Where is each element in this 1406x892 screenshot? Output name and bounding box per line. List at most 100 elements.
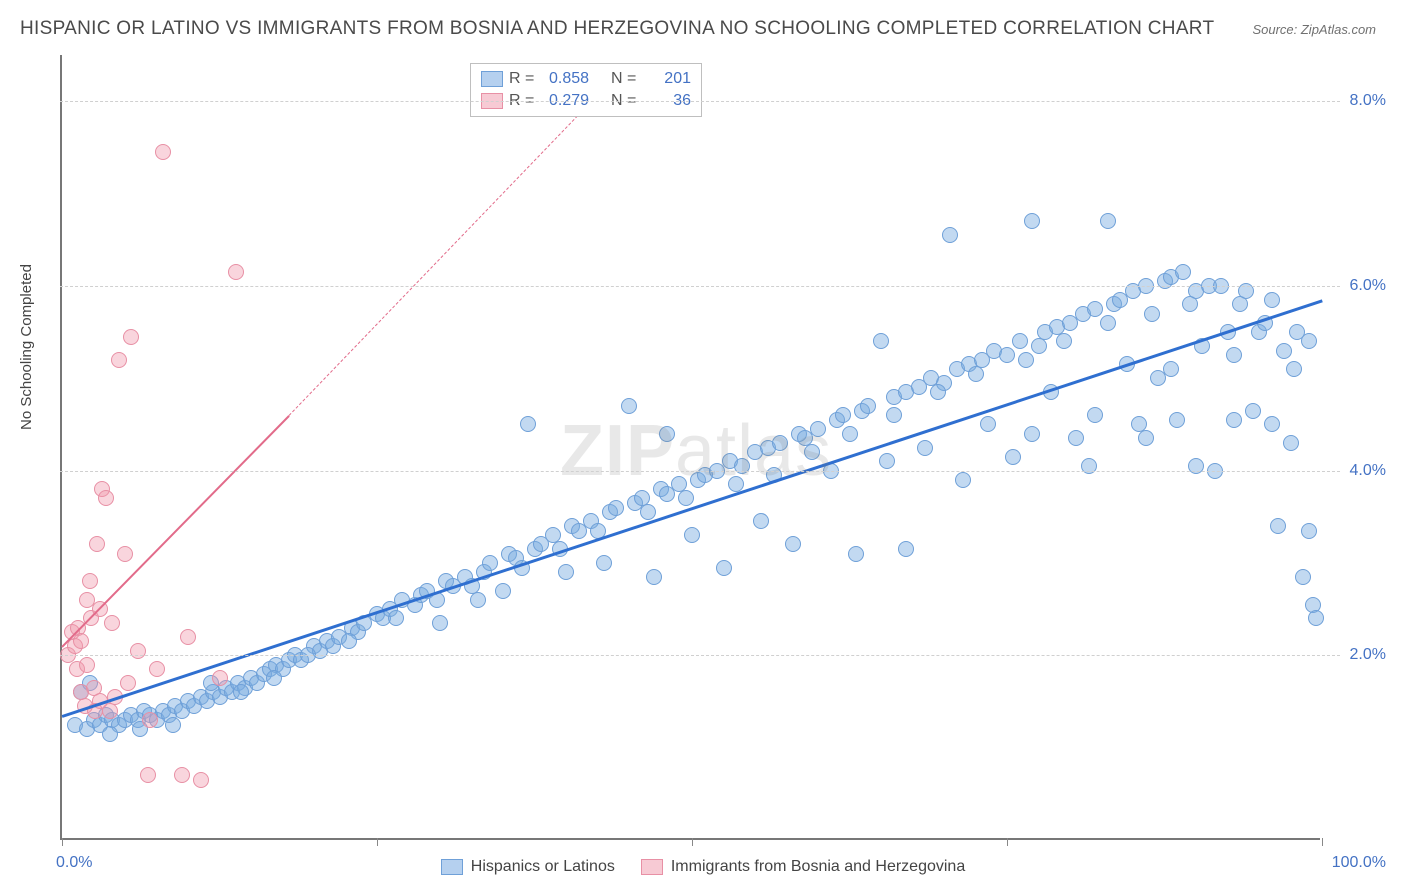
scatter-point <box>470 592 486 608</box>
scatter-point <box>980 416 996 432</box>
scatter-point <box>1100 315 1116 331</box>
legend-swatch <box>441 859 463 875</box>
scatter-point <box>999 347 1015 363</box>
scatter-point <box>123 329 139 345</box>
scatter-point <box>1068 430 1084 446</box>
x-tick-mark <box>1322 838 1323 846</box>
scatter-point <box>1276 343 1292 359</box>
y-tick-label: 8.0% <box>1350 92 1386 110</box>
y-axis-label: No Schooling Completed <box>18 264 35 430</box>
scatter-point <box>917 440 933 456</box>
scatter-point <box>102 726 118 742</box>
scatter-point <box>233 684 249 700</box>
scatter-point <box>212 670 228 686</box>
x-tick-mark <box>62 838 63 846</box>
scatter-point <box>266 670 282 686</box>
scatter-point <box>848 546 864 562</box>
chart-source: Source: ZipAtlas.com <box>1252 22 1376 37</box>
trend-line <box>288 101 591 416</box>
scatter-point <box>193 772 209 788</box>
scatter-point <box>684 527 700 543</box>
scatter-point <box>1169 412 1185 428</box>
plot-area <box>60 55 1320 840</box>
scatter-point <box>608 500 624 516</box>
legend-series: Hispanics or Latinos Immigrants from Bosn… <box>0 858 1406 876</box>
y-tick-label: 4.0% <box>1350 462 1386 480</box>
legend-r-value: 0.858 <box>549 70 605 88</box>
scatter-point <box>482 555 498 571</box>
scatter-point <box>388 610 404 626</box>
legend-label: Hispanics or Latinos <box>471 858 615 876</box>
scatter-point <box>842 426 858 442</box>
scatter-point <box>1100 213 1116 229</box>
scatter-point <box>1087 407 1103 423</box>
scatter-point <box>341 633 357 649</box>
gridline <box>60 101 1340 102</box>
scatter-point <box>558 564 574 580</box>
scatter-point <box>149 661 165 677</box>
legend-label: Immigrants from Bosnia and Herzegovina <box>671 858 965 876</box>
scatter-point <box>1144 306 1160 322</box>
scatter-point <box>1295 569 1311 585</box>
scatter-point <box>174 767 190 783</box>
scatter-point <box>520 416 536 432</box>
scatter-point <box>1031 338 1047 354</box>
gridline <box>60 286 1340 287</box>
scatter-point <box>942 227 958 243</box>
scatter-point <box>1138 430 1154 446</box>
scatter-point <box>111 352 127 368</box>
scatter-point <box>1024 213 1040 229</box>
legend-n-value: 201 <box>651 70 691 88</box>
scatter-point <box>495 583 511 599</box>
scatter-point <box>228 264 244 280</box>
scatter-point <box>1283 435 1299 451</box>
scatter-point <box>1308 610 1324 626</box>
scatter-point <box>860 398 876 414</box>
scatter-point <box>753 513 769 529</box>
legend-item: Immigrants from Bosnia and Herzegovina <box>641 858 965 876</box>
scatter-point <box>621 398 637 414</box>
scatter-point <box>1226 347 1242 363</box>
scatter-point <box>1270 518 1286 534</box>
scatter-point <box>1175 264 1191 280</box>
scatter-point <box>716 560 732 576</box>
legend-stat-row: R =0.858N =201 <box>481 68 691 90</box>
scatter-point <box>98 490 114 506</box>
scatter-point <box>1264 292 1280 308</box>
scatter-point <box>596 555 612 571</box>
scatter-point <box>659 426 675 442</box>
scatter-point <box>1286 361 1302 377</box>
scatter-point <box>873 333 889 349</box>
scatter-point <box>432 615 448 631</box>
x-tick-label: 0.0% <box>56 854 92 872</box>
scatter-point <box>1301 333 1317 349</box>
y-tick-label: 6.0% <box>1350 277 1386 295</box>
scatter-point <box>140 767 156 783</box>
scatter-point <box>180 629 196 645</box>
scatter-point <box>886 407 902 423</box>
scatter-point <box>1245 403 1261 419</box>
gridline <box>60 471 1340 472</box>
x-tick-mark <box>692 838 693 846</box>
scatter-point <box>1005 449 1021 465</box>
legend-swatch <box>641 859 663 875</box>
scatter-point <box>1182 296 1198 312</box>
scatter-point <box>968 366 984 382</box>
legend-item: Hispanics or Latinos <box>441 858 615 876</box>
scatter-point <box>1018 352 1034 368</box>
x-tick-label: 100.0% <box>1332 854 1386 872</box>
scatter-point <box>155 144 171 160</box>
scatter-point <box>879 453 895 469</box>
gridline <box>60 655 1340 656</box>
scatter-point <box>640 504 656 520</box>
scatter-point <box>102 703 118 719</box>
scatter-point <box>1163 361 1179 377</box>
scatter-point <box>117 546 133 562</box>
scatter-point <box>1226 412 1242 428</box>
scatter-point <box>104 615 120 631</box>
scatter-point <box>89 536 105 552</box>
scatter-point <box>810 421 826 437</box>
scatter-point <box>1232 296 1248 312</box>
scatter-point <box>1056 333 1072 349</box>
scatter-point <box>1087 301 1103 317</box>
